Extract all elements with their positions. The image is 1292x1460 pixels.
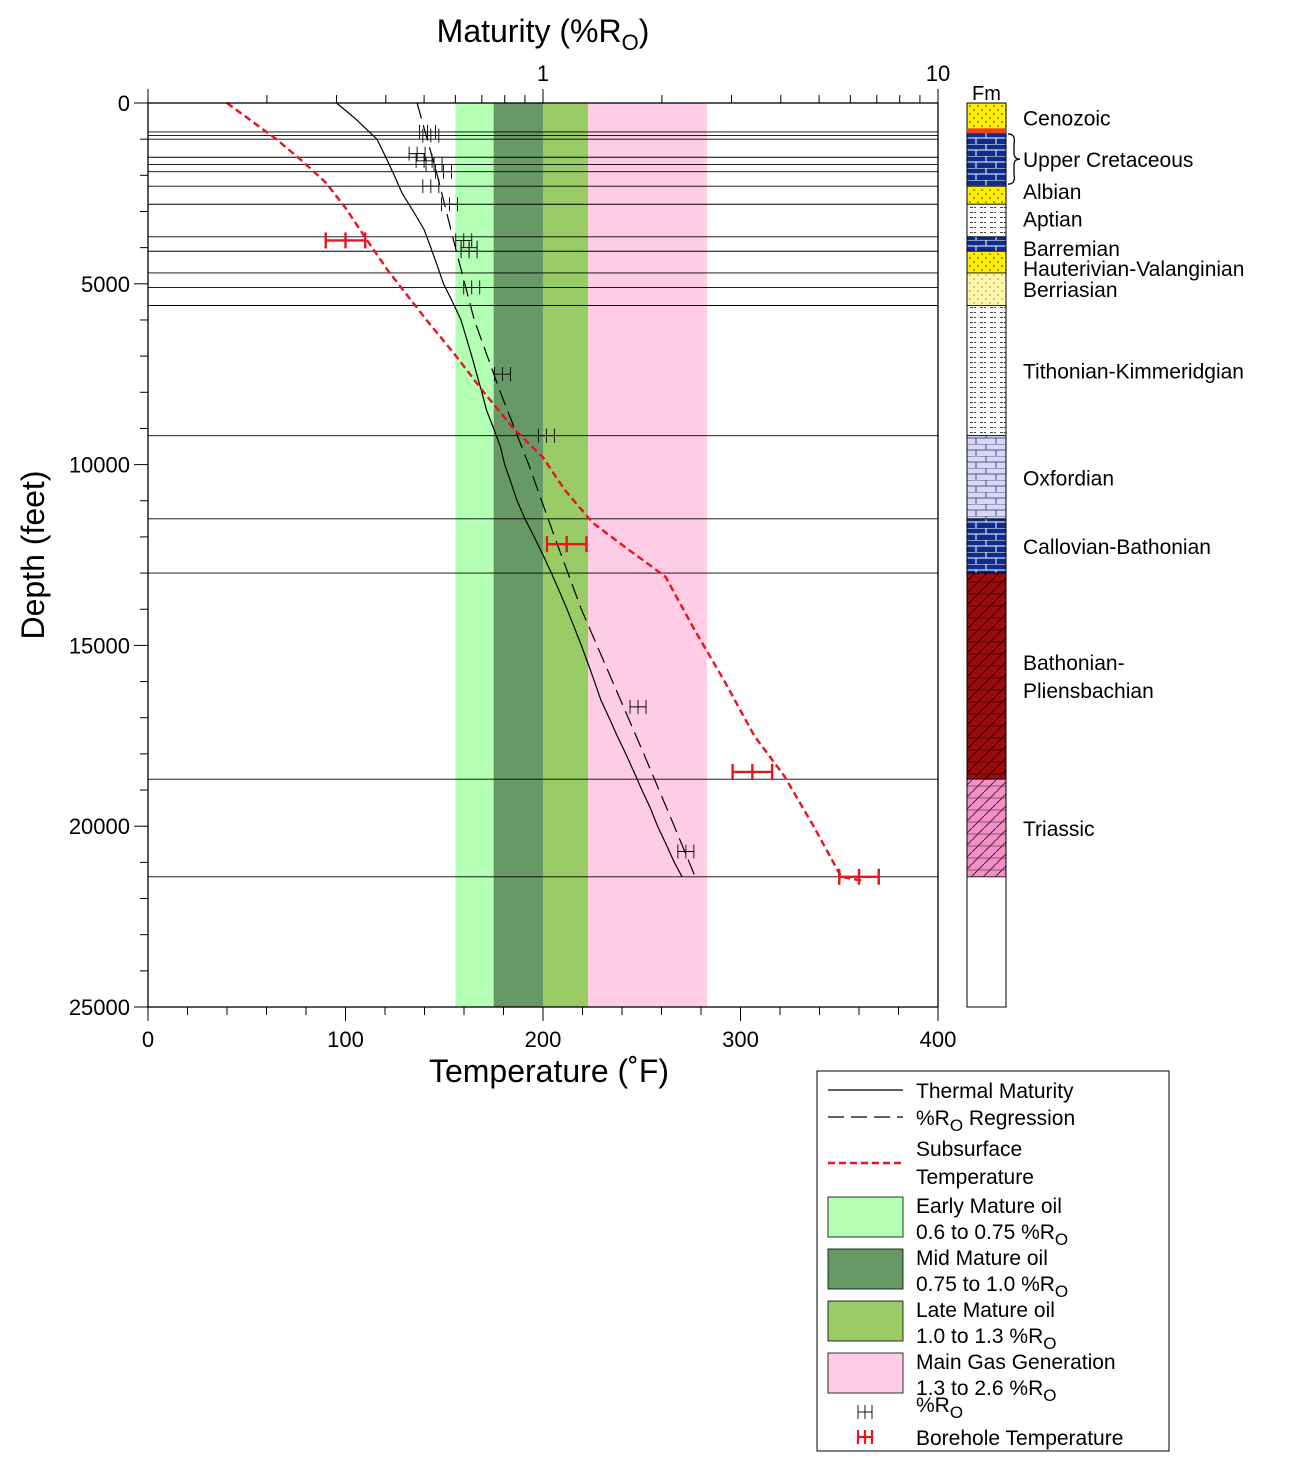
legend-ro-marker: [857, 1405, 873, 1419]
maturity-zones: [455, 103, 707, 1007]
formation-block: [966, 572, 1007, 780]
formation-label: Aptian: [1023, 209, 1083, 232]
formation-brace: [1007, 133, 1021, 185]
x-tick-label: 100: [327, 1027, 364, 1052]
ro-sample-marker: [425, 157, 443, 172]
y-tick-label: 5000: [81, 272, 130, 297]
legend-label: Main Gas Generation: [916, 1351, 1116, 1374]
legend-label: 1.0 to 1.3 %RO: [916, 1325, 1056, 1353]
legend-label: Early Mature oil: [916, 1195, 1062, 1218]
subsurface-temperature-line: [226, 102, 862, 882]
bottom-axis-label: Temperature (˚F): [429, 1053, 669, 1089]
borehole-temperatures: [324, 232, 880, 885]
legend-borehole-marker: [856, 1430, 874, 1444]
y-tick-label: 20000: [69, 814, 130, 839]
formation-column-header: Fm: [972, 83, 1001, 105]
formation-label: Hauterivian-Valanginian: [1023, 258, 1244, 281]
legend-label: 1.3 to 2.6 %RO: [916, 1377, 1056, 1405]
formation-block: [966, 435, 1007, 520]
y-tick-label: 10000: [69, 453, 130, 478]
legend-swatch: [827, 1196, 904, 1238]
ro-sample-marker: [422, 179, 440, 194]
thermal-maturity-line: [336, 102, 683, 878]
formation-block: [966, 250, 1007, 274]
formation-label: Cenozoic: [1023, 107, 1111, 130]
ro-sample-marker: [419, 124, 436, 139]
legend-label: %RO: [916, 1394, 963, 1422]
formation-label: Pliensbachian: [1023, 680, 1154, 703]
borehole-temperature-marker: [838, 868, 880, 885]
formation-label: Triassic: [1023, 818, 1095, 841]
top-axis-label: Maturity (%RO): [437, 13, 650, 55]
legend-swatch: [827, 1300, 904, 1342]
legend-label: Subsurface: [916, 1138, 1022, 1161]
x-tick-label: 0: [142, 1027, 154, 1052]
formation-block: [966, 131, 1007, 187]
ro-sample-marker: [415, 153, 433, 168]
ro-sample-marker: [441, 197, 459, 212]
formation-block: [966, 305, 1007, 437]
top-tick-label: 10: [926, 61, 950, 86]
formation-label: Oxfordian: [1023, 467, 1114, 490]
zone-late-mature-oil: [543, 103, 589, 1007]
x-tick-label: 200: [525, 1027, 562, 1052]
formation-contact-red: [967, 128, 1006, 134]
legend-label: Mid Mature oil: [916, 1247, 1048, 1270]
zone-mid-mature-oil: [493, 103, 543, 1007]
ro-sample-marker: [537, 428, 555, 443]
formation-block: [966, 185, 1007, 205]
formation-block: [966, 203, 1007, 238]
legend-swatch: [827, 1352, 904, 1394]
legend: Thermal Maturity %RO Regression Subsurface…: [816, 1070, 1170, 1452]
ro-sample-marker: [629, 699, 647, 714]
x-tick-label: 300: [722, 1027, 759, 1052]
legend-label: 0.6 to 0.75 %RO: [916, 1221, 1068, 1249]
formation-block: [966, 236, 1007, 252]
borehole-temperature-marker: [324, 232, 367, 249]
legend-label: Borehole Temperature: [916, 1427, 1123, 1450]
y-tick-label: 15000: [69, 633, 130, 658]
ro-sample-marker: [463, 280, 481, 295]
formation-label: Upper Cretaceous: [1023, 149, 1193, 172]
formation-block: [966, 272, 1007, 306]
legend-label: Late Mature oil: [916, 1299, 1055, 1322]
zone-early-mature-oil: [455, 103, 494, 1007]
y-tick-label: 0: [118, 91, 130, 116]
ro-sample-marker: [422, 128, 440, 143]
ro-sample-marker: [460, 244, 478, 259]
legend-label: Thermal Maturity: [916, 1080, 1074, 1103]
zone-main-gas-generation: [588, 103, 707, 1007]
formation-block: [966, 778, 1007, 878]
legend-label: 0.75 to 1.0 %RO: [916, 1273, 1068, 1301]
ro-sample-marker: [435, 164, 452, 179]
formation-column-frame: [966, 102, 1007, 1008]
y-tick-label: 25000: [69, 995, 130, 1020]
legend-label: Temperature: [916, 1166, 1034, 1189]
ro-samples: [408, 124, 695, 859]
ro-sample-marker: [408, 146, 426, 161]
ro-regression-line: [416, 102, 698, 881]
formation-label: Albian: [1023, 181, 1081, 204]
y-axis-label: Depth (feet): [15, 471, 51, 640]
formation-block: [966, 518, 1007, 574]
borehole-temperature-marker: [545, 536, 588, 553]
top-tick-label: 1: [537, 61, 549, 86]
formation-label: Bathonian-: [1023, 652, 1125, 675]
formation-label: Barremian: [1023, 238, 1120, 261]
formation-label: Tithonian-Kimmeridgian: [1023, 361, 1244, 384]
formation-label: Berriasian: [1023, 279, 1118, 302]
borehole-temperature-marker: [731, 763, 774, 780]
legend-label: %RO Regression: [916, 1107, 1075, 1135]
data-series: [226, 102, 862, 882]
formation-label: Callovian-Bathonian: [1023, 536, 1211, 559]
x-tick-label: 400: [920, 1027, 957, 1052]
formation-column: Fm Cenozoic Upper Cretaceous Albian Aptian Ba…: [966, 83, 1244, 1008]
ro-sample-marker: [677, 844, 695, 859]
ro-sample-marker: [494, 367, 512, 382]
ro-sample-marker: [455, 233, 473, 248]
legend-swatch: [827, 1248, 904, 1290]
formation-block: [966, 102, 1007, 133]
